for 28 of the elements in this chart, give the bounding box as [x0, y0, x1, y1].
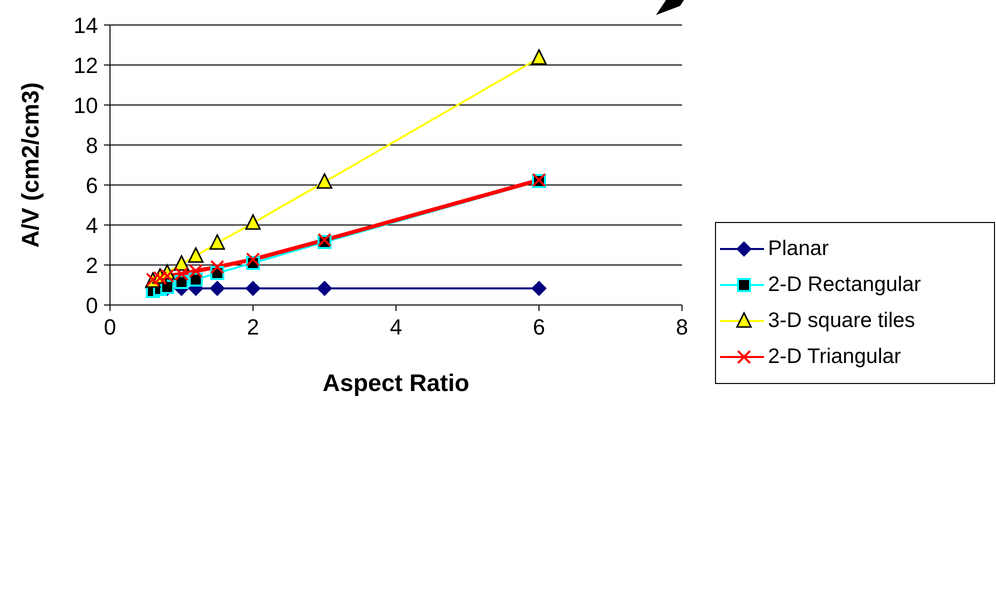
y-axis-title: A/V (cm2/cm3) — [18, 82, 45, 248]
y-tick-label: 14 — [74, 12, 98, 38]
x-tick-label: 6 — [532, 314, 546, 340]
x-tick-label: 8 — [676, 314, 688, 340]
y-tick-label: 10 — [74, 92, 98, 118]
legend-label: 2-D Triangular — [768, 345, 902, 369]
point — [210, 280, 225, 296]
y-tick-label: 8 — [86, 132, 98, 158]
point — [245, 214, 261, 230]
x-axis-title: Aspect Ratio — [322, 370, 470, 397]
y-tick-label: 2 — [86, 252, 98, 278]
y-tick-label: 0 — [86, 292, 98, 318]
x-tick-label: 0 — [104, 314, 116, 340]
y-tick-label: 12 — [74, 52, 98, 78]
point — [531, 49, 547, 65]
x-tick-label: 4 — [390, 314, 402, 340]
x-tick-label: 2 — [246, 314, 260, 340]
point — [246, 280, 260, 296]
legend-label: Planar — [768, 237, 829, 261]
y-tick-label: 4 — [86, 212, 98, 238]
point — [188, 247, 204, 263]
point — [317, 280, 332, 296]
point — [210, 234, 225, 250]
legend-label: 3-D square tiles — [768, 309, 916, 333]
point — [316, 173, 332, 189]
y-tick-label: 6 — [86, 172, 98, 198]
legend-label: 2-D Rectangular — [768, 273, 921, 297]
point — [532, 280, 546, 296]
